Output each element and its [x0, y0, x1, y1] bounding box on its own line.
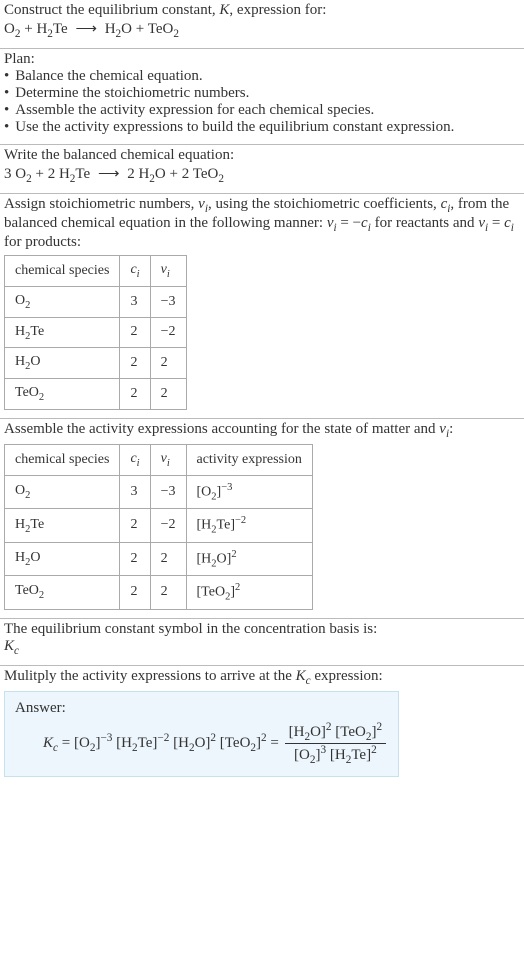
activity-text: Assemble the activity expressions accoun…	[4, 421, 520, 440]
answer-box: Answer: Kc = [O2]−3 [H2Te]−2 [H2O]2 [TeO…	[4, 691, 399, 777]
table-row: O23−3	[5, 286, 187, 317]
cell-species: O2	[5, 286, 120, 317]
table-row: TeO222	[5, 379, 187, 410]
cell-activity: [TeO2]2	[186, 576, 312, 609]
cell-ci: 2	[120, 509, 150, 542]
cell-activity: [H2Te]−2	[186, 509, 312, 542]
cell-species: TeO2	[5, 379, 120, 410]
table-header-row: chemical species ci νi	[5, 256, 187, 287]
question-line1: Construct the equilibrium constant, K, e…	[4, 2, 520, 19]
cell-nui: 2	[150, 542, 186, 575]
col-nui: νi	[150, 256, 186, 287]
final-text: Mulitply the activity expressions to arr…	[4, 668, 520, 687]
plan-block: Plan: •Balance the chemical equation. •D…	[0, 49, 524, 144]
col-activity: activity expression	[186, 444, 312, 475]
answer-label: Answer:	[15, 700, 388, 717]
species: H2Te	[59, 166, 90, 182]
activity-table: chemical species ci νi activity expressi…	[4, 444, 313, 610]
table-row: H2Te2−2[H2Te]−2	[5, 509, 313, 542]
col-species: chemical species	[5, 444, 120, 475]
balanced-block: Write the balanced chemical equation: 3 …	[0, 145, 524, 193]
cell-ci: 2	[120, 317, 150, 348]
kc-symbol-block: The equilibrium constant symbol in the c…	[0, 619, 524, 665]
table-row: H2O22	[5, 348, 187, 379]
cell-nui: 2	[150, 576, 186, 609]
species: O2	[15, 166, 31, 182]
plan-item: •Use the activity expressions to build t…	[4, 119, 520, 136]
col-ci: ci	[120, 444, 150, 475]
bullet-icon: •	[4, 85, 15, 102]
stoich-table: chemical species ci νi O23−3H2Te2−2H2O22…	[4, 255, 187, 410]
table-row: H2O22[H2O]2	[5, 542, 313, 575]
kc-symbol: Kc	[4, 638, 520, 657]
stoich-text: Assign stoichiometric numbers, νi, using…	[4, 196, 520, 251]
species: O2	[4, 21, 20, 37]
cell-species: H2Te	[5, 317, 120, 348]
term: [H2O]2	[173, 735, 216, 751]
plan-heading: Plan:	[4, 51, 520, 68]
cell-nui: −2	[150, 317, 186, 348]
reaction-arrow: ⟶	[71, 21, 101, 37]
balanced-heading: Write the balanced chemical equation:	[4, 147, 520, 164]
cell-species: O2	[5, 475, 120, 508]
cell-ci: 3	[120, 475, 150, 508]
species: H2Te	[36, 21, 67, 37]
species: H2O	[138, 166, 165, 182]
text: Construct the equilibrium constant,	[4, 2, 219, 18]
K-symbol: K	[219, 2, 229, 18]
cell-species: H2Te	[5, 509, 120, 542]
cell-nui: −2	[150, 509, 186, 542]
cell-ci: 2	[120, 348, 150, 379]
unbalanced-equation: O2 + H2Te ⟶ H2O + TeO2	[4, 19, 520, 40]
kc-symbol-text: The equilibrium constant symbol in the c…	[4, 621, 520, 638]
plan-item: •Balance the chemical equation.	[4, 68, 520, 85]
cell-nui: 2	[150, 379, 186, 410]
numerator: [H2O]2 [TeO2]2	[285, 721, 387, 744]
stoich-block: Assign stoichiometric numbers, νi, using…	[0, 194, 524, 418]
fraction: [H2O]2 [TeO2]2 [O2]3 [H2Te]2	[285, 721, 387, 766]
cell-ci: 3	[120, 286, 150, 317]
col-ci: ci	[120, 256, 150, 287]
final-block: Mulitply the activity expressions to arr…	[0, 666, 524, 785]
plan-item: •Assemble the activity expression for ea…	[4, 102, 520, 119]
activity-block: Assemble the activity expressions accoun…	[0, 419, 524, 618]
cell-nui: 2	[150, 348, 186, 379]
bullet-icon: •	[4, 119, 15, 136]
col-nui: νi	[150, 444, 186, 475]
cell-ci: 2	[120, 379, 150, 410]
bullet-icon: •	[4, 102, 15, 119]
term: [TeO2]2	[220, 735, 267, 751]
cell-species: H2O	[5, 348, 120, 379]
cell-species: TeO2	[5, 576, 120, 609]
term: [H2Te]−2	[116, 735, 169, 751]
species: TeO2	[148, 21, 179, 37]
reaction-arrow: ⟶	[94, 166, 124, 182]
species: H2O	[105, 21, 132, 37]
balanced-equation: 3 O2 + 2 H2Te ⟶ 2 H2O + 2 TeO2	[4, 164, 520, 185]
cell-nui: −3	[150, 475, 186, 508]
col-species: chemical species	[5, 256, 120, 287]
species: TeO2	[193, 166, 224, 182]
plan-item: •Determine the stoichiometric numbers.	[4, 85, 520, 102]
bullet-icon: •	[4, 68, 15, 85]
table-row: O23−3[O2]−3	[5, 475, 313, 508]
cell-species: H2O	[5, 542, 120, 575]
cell-activity: [O2]−3	[186, 475, 312, 508]
table-row: H2Te2−2	[5, 317, 187, 348]
cell-ci: 2	[120, 576, 150, 609]
table-header-row: chemical species ci νi activity expressi…	[5, 444, 313, 475]
cell-nui: −3	[150, 286, 186, 317]
cell-activity: [H2O]2	[186, 542, 312, 575]
denominator: [O2]3 [H2Te]2	[285, 744, 387, 766]
term: [O2]−3	[74, 735, 112, 751]
table-row: TeO222[TeO2]2	[5, 576, 313, 609]
question-block: Construct the equilibrium constant, K, e…	[0, 0, 524, 48]
cell-ci: 2	[120, 542, 150, 575]
text: , expression for:	[229, 2, 326, 18]
answer-expression: Kc = [O2]−3 [H2Te]−2 [H2O]2 [TeO2]2 = [H…	[15, 717, 388, 766]
